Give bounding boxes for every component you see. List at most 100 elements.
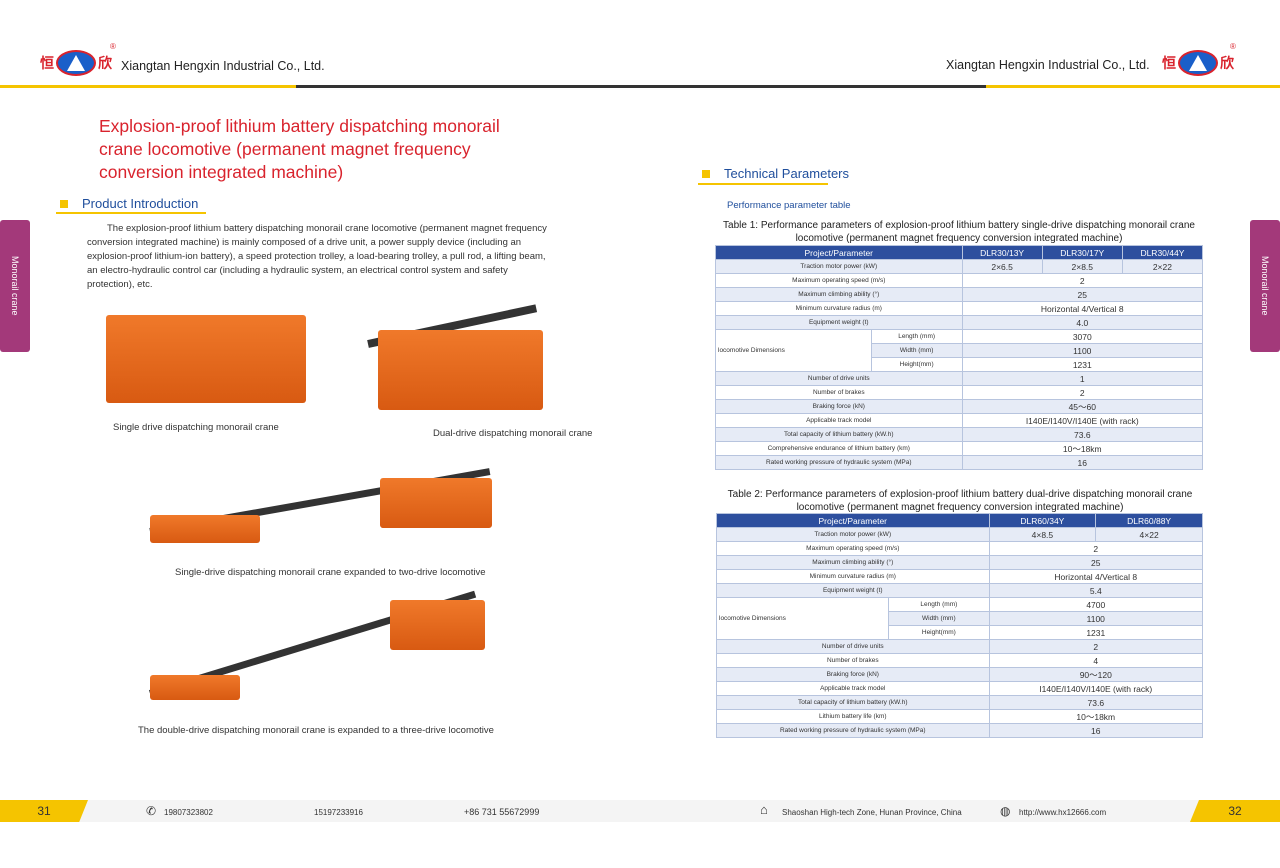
table-row: Maximum operating speed (m/s) 2: [716, 541, 1204, 556]
row-label: Maximum operating speed (m/s): [716, 541, 990, 556]
cell-value: 25: [988, 555, 1204, 570]
caption: The double-drive dispatching monorail cr…: [138, 725, 494, 736]
two-drive-crane-image: [380, 478, 492, 528]
side-tab-right: Monorail crane: [1250, 220, 1280, 352]
cell-value: 2: [961, 385, 1204, 400]
table-row: Minimum curvature radius (m) Horizontal 4…: [715, 301, 1204, 316]
cell-value: 1: [961, 371, 1204, 386]
table-row: Width (mm) 1100: [716, 343, 1204, 358]
table-row: Applicable track model I140E/I140V/I140E …: [715, 413, 1204, 428]
cell-value: 2: [988, 541, 1204, 556]
table-row: Applicable track model I140E/I140V/I140E …: [716, 681, 1204, 696]
cell-value: Horizontal 4/Vertical 8: [988, 569, 1204, 584]
cell-value: 2: [961, 273, 1204, 288]
row-label: Number of brakes: [715, 385, 963, 400]
website-link[interactable]: http://www.hx12666.com: [1019, 808, 1107, 817]
row-label: Total capacity of lithium battery (kW.h): [716, 695, 990, 710]
table-row: Width (mm) 1100: [717, 611, 1204, 626]
globe-icon: ◍: [1000, 804, 1011, 818]
section-heading-intro: Product Introduction: [60, 196, 198, 211]
table-row: Comprehensive endurance of lithium batte…: [715, 441, 1204, 456]
company-logo-left: 恒 欣: [40, 50, 112, 76]
two-drive-crane-image: [150, 515, 260, 543]
cell-value: 73.6: [988, 695, 1204, 710]
column-header: Project/Parameter: [715, 245, 963, 260]
table-row: Braking force (kN) 45～60: [715, 399, 1204, 414]
row-label: Rated working pressure of hydraulic syst…: [716, 723, 990, 738]
cell-value: 2×6.5: [961, 259, 1043, 274]
row-label: Braking force (kN): [716, 667, 990, 682]
cell-value: 90～120: [988, 667, 1204, 682]
cell-value: 4: [988, 653, 1204, 668]
row-label: Minimum curvature radius (m): [716, 569, 990, 584]
company-logo-right: 恒 欣: [1162, 50, 1234, 76]
table-row: Number of drive units 1: [715, 371, 1204, 386]
cell-value: I140E/I140V/I140E (with rack): [988, 681, 1204, 696]
cell-value: 2×22: [1121, 259, 1204, 274]
header-rule: [0, 85, 296, 88]
logo-emblem: [1178, 50, 1218, 76]
table-row: Minimum curvature radius (m) Horizontal 4…: [716, 569, 1204, 584]
table-row: Maximum operating speed (m/s) 2: [715, 273, 1204, 288]
table-row: Total capacity of lithium battery (kW.h)…: [715, 427, 1204, 442]
caption: Single-drive dispatching monorail crane …: [175, 567, 486, 578]
row-label: Maximum operating speed (m/s): [715, 273, 963, 288]
row-label: Width (mm): [888, 611, 990, 626]
cell-value: 4×22: [1095, 527, 1203, 542]
table-row: Lithium battery life (km) 10～18km: [716, 709, 1204, 724]
table-row: locomotive Dimensions Length (mm) 4700: [715, 597, 1204, 640]
cell-value: 1231: [961, 357, 1204, 372]
logo-char: 恒: [1162, 55, 1176, 71]
logo-emblem: [56, 50, 96, 76]
row-label: Braking force (kN): [715, 399, 963, 414]
address: Shaoshan High-tech Zone, Hunan Province,…: [782, 808, 962, 817]
table-row: Height(mm) 1231: [717, 625, 1204, 640]
cell-value: 5.4: [988, 583, 1204, 598]
row-label: Traction motor power (kW): [715, 259, 963, 274]
row-label: Number of brakes: [716, 653, 990, 668]
row-label: Maximum climbing ability (°): [716, 555, 990, 570]
table2: Project/Parameter DLR60/34Y DLR60/88Y Tract…: [715, 513, 1204, 738]
home-icon: ⌂: [760, 802, 768, 817]
caption: Single drive dispatching monorail crane: [113, 422, 279, 433]
cell-value: 16: [961, 455, 1204, 470]
bullet-square: [702, 169, 710, 178]
table-row: Maximum climbing ability (°) 25: [715, 287, 1204, 302]
table-row: Equipment weight (t) 5.4: [716, 583, 1204, 598]
page-number-left: 31: [0, 800, 88, 822]
company-name-left: Xiangtan Hengxin Industrial Co., Ltd.: [121, 59, 325, 73]
row-label: Equipment weight (t): [715, 315, 963, 330]
table-row: Total capacity of lithium battery (kW.h)…: [716, 695, 1204, 710]
parameter-table: Project/Parameter DLR60/34Y DLR60/88Y Tract…: [715, 513, 1204, 738]
cell-value: 25: [961, 287, 1204, 302]
dimensions-label: locomotive Dimensions: [715, 329, 872, 372]
three-drive-crane-image: [150, 675, 240, 700]
cell-value: 3070: [961, 329, 1204, 344]
dual-drive-crane-image: [378, 330, 543, 410]
row-label: Rated working pressure of hydraulic syst…: [715, 455, 963, 470]
cell-value: I140E/I140V/I140E (with rack): [961, 413, 1204, 428]
dimensions-label: locomotive Dimensions: [715, 597, 890, 640]
cell-value: 4.0: [961, 315, 1204, 330]
row-label: Traction motor power (kW): [716, 527, 990, 542]
table-row: locomotive Dimensions Length (mm) 3070: [715, 329, 1204, 372]
row-label: Minimum curvature radius (m): [715, 301, 963, 316]
row-label: Number of drive units: [715, 371, 963, 386]
caption: Dual-drive dispatching monorail crane: [433, 428, 593, 439]
row-label: Height(mm): [870, 357, 963, 372]
row-label: Comprehensive endurance of lithium batte…: [715, 441, 963, 456]
column-header: DLR60/34Y: [988, 513, 1097, 528]
row-label: Equipment weight (t): [716, 583, 990, 598]
three-drive-crane-image: [390, 600, 485, 650]
logo-char: 欣: [1220, 55, 1234, 71]
row-label: Length (mm): [888, 597, 990, 612]
row-label: Width (mm): [870, 343, 963, 358]
cell-value: 1231: [988, 625, 1204, 640]
table-header-row: Project/Parameter DLR30/13Y DLR30/17Y DLR30…: [715, 245, 1204, 260]
cell-value: 1100: [988, 611, 1204, 626]
table-row: Height(mm) 1231: [716, 357, 1204, 372]
bullet-square: [60, 199, 68, 208]
header-rule: [296, 85, 986, 88]
row-label: Total capacity of lithium battery (kW.h): [715, 427, 963, 442]
logo-char: 欣: [98, 55, 112, 71]
